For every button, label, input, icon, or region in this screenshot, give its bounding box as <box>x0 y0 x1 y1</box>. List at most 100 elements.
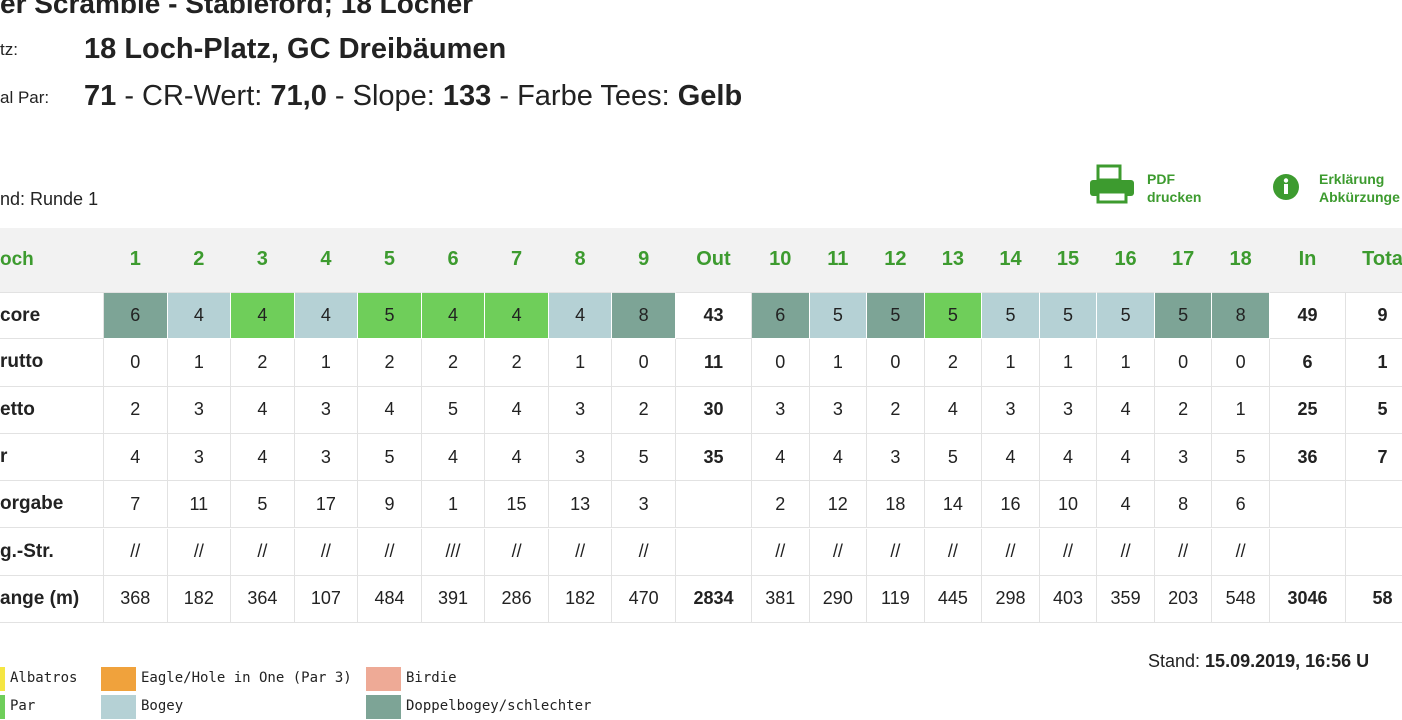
table-cell: 49 <box>1269 292 1346 340</box>
table-cell: 6 <box>104 292 168 340</box>
row-label: core <box>0 292 104 340</box>
table-cell: 5 <box>1097 292 1155 340</box>
pdf-button[interactable]: PDF drucken <box>1147 170 1201 206</box>
table-cell: 5 <box>421 386 486 434</box>
column-header: 8 <box>548 228 613 292</box>
legend-button[interactable]: Erklärung Abkürzunge <box>1319 170 1400 206</box>
table-cell: // <box>752 528 810 576</box>
column-header: 17 <box>1154 228 1213 292</box>
table-cell: 15 <box>485 481 549 529</box>
table-cell: 5 <box>809 292 868 340</box>
legend-swatch <box>366 667 401 691</box>
stand-value: 15.09.2019, 16:56 U <box>1205 651 1370 671</box>
table-cell: // <box>1039 528 1098 576</box>
table-cell: 119 <box>867 575 925 624</box>
table-cell: 2834 <box>675 575 752 624</box>
column-header: 11 <box>809 228 868 292</box>
table-cell: 403 <box>1039 575 1098 624</box>
table-cell: 3046 <box>1269 575 1346 624</box>
table-cell: 3 <box>1039 386 1098 434</box>
table-cell: 3 <box>294 386 359 434</box>
par-part: 71 <box>84 80 117 112</box>
table-cell: 182 <box>167 575 232 624</box>
print-icon[interactable] <box>1088 164 1136 204</box>
table-cell: 1 <box>809 339 868 387</box>
column-header: 3 <box>231 228 295 292</box>
table-cell: 548 <box>1212 575 1270 624</box>
par-part: - Slope: <box>326 80 443 112</box>
table-cell: 3 <box>548 433 613 482</box>
table-cell: 6 <box>1212 481 1270 529</box>
par-part: 133 <box>442 80 492 112</box>
table-cell: 2 <box>924 339 983 387</box>
table-cell: 8 <box>1154 481 1213 529</box>
table-cell: 1 <box>1039 339 1098 387</box>
row-label: etto <box>0 386 104 434</box>
legend-swatch <box>101 695 136 719</box>
table-cell: 4 <box>485 292 549 340</box>
stand: Stand: 15.09.2019, 16:56 U <box>1148 651 1369 672</box>
table-cell: 3 <box>548 386 613 434</box>
table-cell: 4 <box>485 386 549 434</box>
table-cell <box>1269 481 1346 529</box>
table-cell: 5 <box>1346 387 1402 434</box>
table-cell: 25 <box>1269 386 1346 434</box>
table-cell: // <box>924 528 983 576</box>
table-cell: 364 <box>231 575 295 624</box>
table-cell: 470 <box>612 575 676 624</box>
column-header: 10 <box>752 228 810 292</box>
table-cell: /// <box>421 528 486 576</box>
column-header: 12 <box>867 228 925 292</box>
info-icon[interactable] <box>1272 173 1300 201</box>
table-cell: 298 <box>982 575 1040 624</box>
table-cell: 8 <box>1212 292 1270 340</box>
table-cell: // <box>231 528 295 576</box>
table-cell: 3 <box>752 386 810 434</box>
par-label: al Par: <box>0 88 50 107</box>
table-cell: 2 <box>867 386 925 434</box>
table-cell: 1 <box>982 339 1040 387</box>
column-header: Tota <box>1346 228 1402 292</box>
table-cell: 5 <box>982 292 1040 340</box>
legend-swatch <box>0 667 5 691</box>
table-cell: // <box>612 528 676 576</box>
table-cell: 11 <box>167 481 232 529</box>
row-label: rutto <box>0 339 104 387</box>
table-cell: // <box>358 528 422 576</box>
table-cell: 12 <box>809 481 868 529</box>
table-cell: 4 <box>167 292 232 340</box>
table-cell: 2 <box>421 339 486 387</box>
table-cell: 9 <box>358 481 422 529</box>
table-cell: 2 <box>752 481 810 529</box>
column-header: 15 <box>1039 228 1098 292</box>
table-cell: 5 <box>231 481 295 529</box>
row-label: orgabe <box>0 481 104 529</box>
course-value: 18 Loch-Platz, GC Dreibäumen <box>84 33 507 65</box>
title: er Scramble - Stableford; 18 Löcher <box>0 0 474 19</box>
table-cell: 203 <box>1154 575 1213 624</box>
column-header: 7 <box>485 228 549 292</box>
row-label: r <box>0 433 104 482</box>
table-cell: 1 <box>167 339 232 387</box>
column-header: 18 <box>1212 228 1270 292</box>
column-header: 4 <box>294 228 359 292</box>
table-cell: 0 <box>104 339 168 387</box>
table-cell: 359 <box>1097 575 1155 624</box>
action-text: Abkürzunge <box>1319 189 1400 205</box>
par-part: - Farbe Tees: <box>491 80 678 112</box>
table-cell: 7 <box>104 481 168 529</box>
table-cell: // <box>1154 528 1213 576</box>
table-cell: 1 <box>1097 339 1155 387</box>
table-cell <box>1269 528 1346 576</box>
table-cell: 3 <box>1154 433 1213 482</box>
table-cell: 4 <box>1097 433 1155 482</box>
table-cell: // <box>1212 528 1270 576</box>
table-cell: 3 <box>294 433 359 482</box>
table-cell: 4 <box>752 433 810 482</box>
column-header: 14 <box>982 228 1040 292</box>
legend-label: Birdie <box>406 670 457 686</box>
table-cell: 4 <box>548 292 613 340</box>
table-cell: 6 <box>752 292 810 340</box>
table-cell: 36 <box>1269 433 1346 482</box>
